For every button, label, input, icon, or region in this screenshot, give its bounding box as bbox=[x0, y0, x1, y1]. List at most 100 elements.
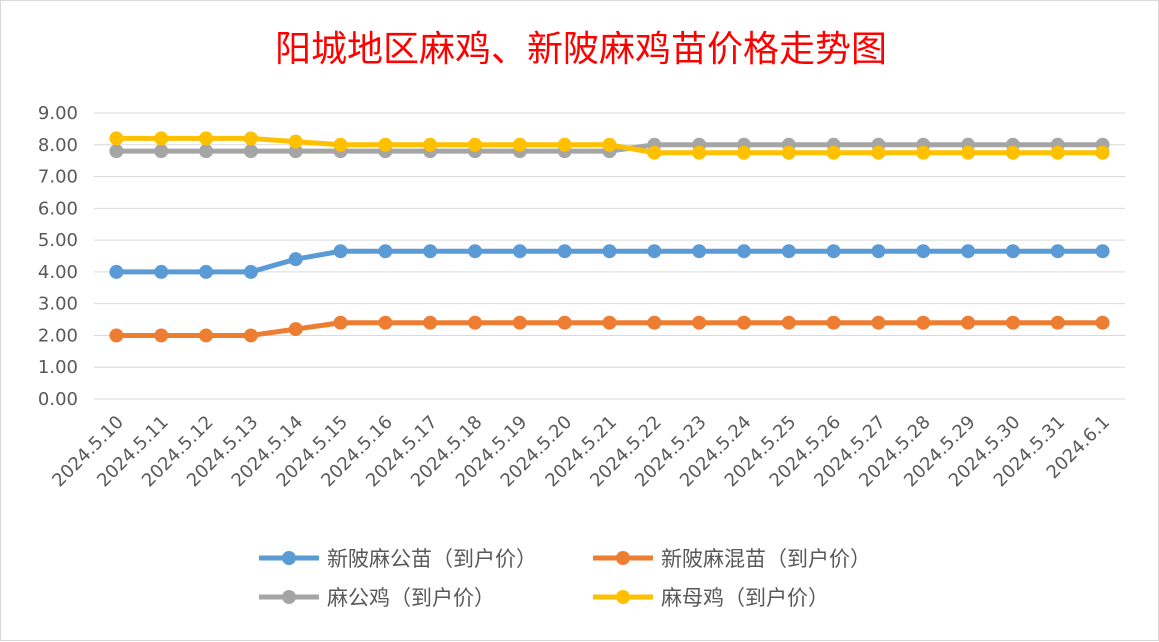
data-point bbox=[1095, 145, 1110, 160]
legend-label: 麻公鸡（到户价） bbox=[327, 586, 495, 610]
data-point bbox=[736, 315, 751, 330]
data-point bbox=[378, 244, 393, 259]
data-point bbox=[1095, 244, 1110, 259]
data-point bbox=[692, 244, 707, 259]
legend-label: 麻母鸡（到户价） bbox=[661, 586, 829, 610]
y-axis-ticks: 0.00 1.00 2.00 3.00 4.00 5.00 6.00 7.00 8.00 9.00 bbox=[38, 103, 78, 410]
series-1 bbox=[109, 315, 1110, 343]
series-3 bbox=[109, 131, 1110, 160]
data-point bbox=[423, 244, 438, 259]
x-axis-ticks: 2024.5.102024.5.112024.5.122024.5.132024… bbox=[48, 412, 1114, 492]
data-point bbox=[647, 145, 662, 160]
data-point bbox=[333, 244, 348, 259]
data-point bbox=[199, 264, 214, 279]
data-point bbox=[333, 315, 348, 330]
y-tick-label: 9.00 bbox=[38, 103, 78, 124]
legend: 新陂麻公苗（到户价） 新陂麻混苗（到户价） 麻公鸡（到户价） 麻母鸡（到户价） bbox=[259, 547, 871, 610]
data-point bbox=[781, 315, 796, 330]
data-point bbox=[109, 328, 124, 343]
data-point bbox=[333, 137, 348, 152]
data-point bbox=[781, 145, 796, 160]
legend-item: 新陂麻混苗（到户价） bbox=[593, 547, 871, 571]
y-tick-label: 1.00 bbox=[38, 357, 78, 378]
data-point bbox=[647, 315, 662, 330]
data-point bbox=[557, 244, 572, 259]
data-point bbox=[826, 244, 841, 259]
y-tick-label: 4.00 bbox=[38, 262, 78, 283]
data-point bbox=[961, 244, 976, 259]
legend-marker bbox=[282, 590, 296, 604]
y-tick-label: 5.00 bbox=[38, 230, 78, 251]
data-point bbox=[199, 328, 214, 343]
data-point bbox=[736, 145, 751, 160]
data-point bbox=[199, 144, 214, 159]
data-point bbox=[512, 244, 527, 259]
y-tick-label: 7.00 bbox=[38, 167, 78, 188]
data-point bbox=[871, 145, 886, 160]
data-point bbox=[557, 315, 572, 330]
data-point bbox=[1050, 244, 1065, 259]
data-point bbox=[871, 315, 886, 330]
data-point bbox=[692, 315, 707, 330]
data-point bbox=[512, 315, 527, 330]
legend-label: 新陂麻混苗（到户价） bbox=[661, 547, 871, 571]
data-point bbox=[423, 137, 438, 152]
data-point bbox=[647, 244, 662, 259]
data-point bbox=[826, 315, 841, 330]
y-tick-label: 0.00 bbox=[38, 389, 78, 410]
data-point bbox=[557, 137, 572, 152]
data-point bbox=[378, 315, 393, 330]
data-point bbox=[154, 131, 169, 146]
legend-label: 新陂麻公苗（到户价） bbox=[327, 547, 537, 571]
data-point bbox=[961, 145, 976, 160]
data-point bbox=[1050, 315, 1065, 330]
data-point bbox=[288, 252, 303, 267]
legend-marker bbox=[616, 551, 630, 565]
legend-item: 麻母鸡（到户价） bbox=[593, 586, 829, 610]
data-point bbox=[154, 264, 169, 279]
data-point bbox=[916, 244, 931, 259]
data-point bbox=[736, 244, 751, 259]
data-point bbox=[109, 144, 124, 159]
data-point bbox=[468, 137, 483, 152]
data-point bbox=[916, 145, 931, 160]
data-point bbox=[378, 137, 393, 152]
legend-marker bbox=[616, 590, 630, 604]
data-point bbox=[1050, 145, 1065, 160]
legend-item: 麻公鸡（到户价） bbox=[259, 586, 495, 610]
y-tick-label: 3.00 bbox=[38, 294, 78, 315]
series-lines bbox=[109, 131, 1110, 343]
data-point bbox=[871, 244, 886, 259]
data-point bbox=[154, 144, 169, 159]
data-point bbox=[288, 322, 303, 337]
data-point bbox=[1095, 315, 1110, 330]
data-point bbox=[1005, 315, 1020, 330]
data-point bbox=[781, 244, 796, 259]
data-point bbox=[243, 144, 258, 159]
data-point bbox=[109, 264, 124, 279]
data-point bbox=[1005, 145, 1020, 160]
y-tick-label: 6.00 bbox=[38, 198, 78, 219]
data-point bbox=[512, 137, 527, 152]
data-point bbox=[423, 315, 438, 330]
legend-marker bbox=[282, 551, 296, 565]
data-point bbox=[692, 145, 707, 160]
y-tick-label: 8.00 bbox=[38, 135, 78, 156]
data-point bbox=[916, 315, 931, 330]
data-point bbox=[602, 137, 617, 152]
chart-title: 阳城地区麻鸡、新陂麻鸡苗价格走势图 bbox=[275, 29, 887, 70]
data-point bbox=[1005, 244, 1020, 259]
data-point bbox=[602, 244, 617, 259]
data-point bbox=[154, 328, 169, 343]
data-point bbox=[961, 315, 976, 330]
data-point bbox=[826, 145, 841, 160]
data-point bbox=[243, 131, 258, 146]
series-0 bbox=[109, 244, 1110, 279]
data-point bbox=[199, 131, 214, 146]
data-point bbox=[288, 134, 303, 149]
data-point bbox=[602, 315, 617, 330]
data-point bbox=[468, 244, 483, 259]
data-point bbox=[109, 131, 124, 146]
y-tick-label: 2.00 bbox=[38, 325, 78, 346]
